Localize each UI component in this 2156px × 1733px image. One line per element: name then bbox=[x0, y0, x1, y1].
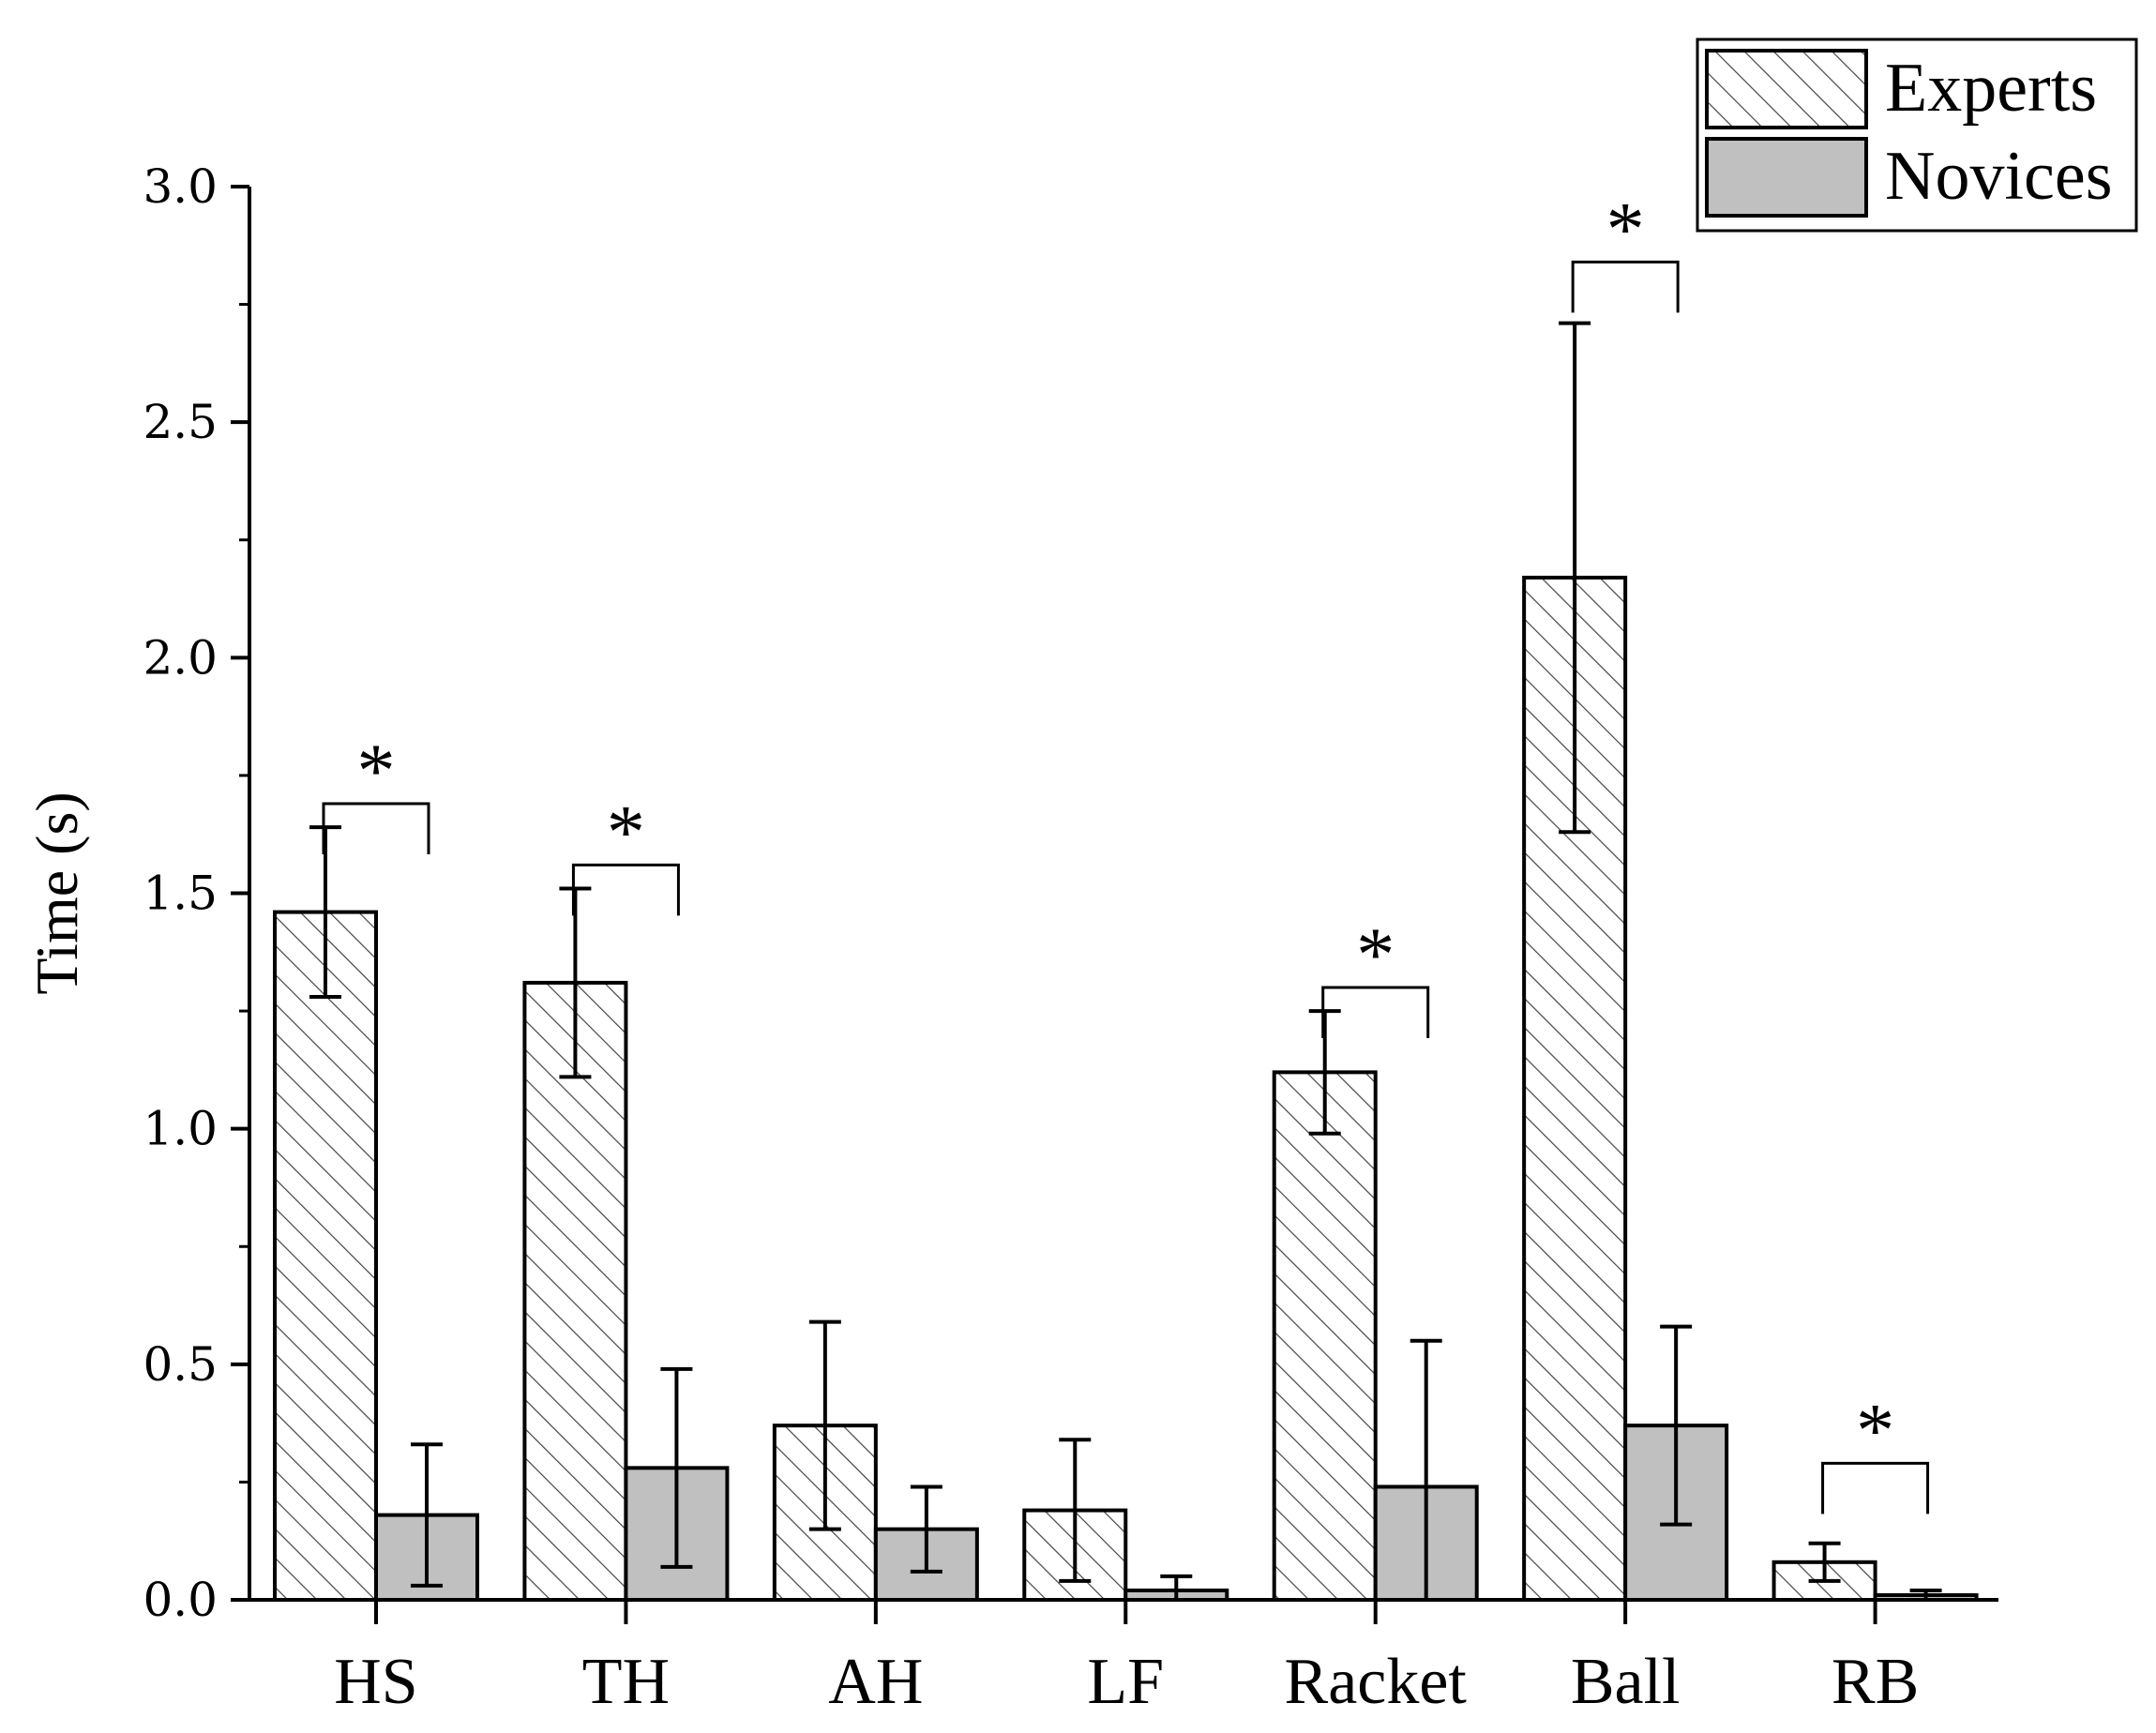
legend-label-experts: Experts bbox=[1885, 50, 2097, 127]
significance-bracket bbox=[322, 802, 430, 855]
legend-label-novices: Novices bbox=[1885, 138, 2113, 215]
y-tick-label: 2.5 bbox=[143, 395, 218, 449]
y-tick-label: 0.5 bbox=[143, 1337, 218, 1392]
y-axis-title: Time (s) bbox=[23, 791, 90, 994]
y-tick-label: 1.0 bbox=[143, 1102, 218, 1156]
x-tick-label: TH bbox=[582, 1646, 670, 1718]
plot-area: 0.0 0.5 1.0 1.5 2.0 2.5 3.0 Time (s) HS TH AH LF Rac… bbox=[23, 159, 1998, 1718]
x-tick-label: HS bbox=[334, 1646, 417, 1718]
legend-swatch-novices bbox=[1705, 137, 1868, 218]
significance-bracket bbox=[571, 863, 680, 916]
x-tick-label: Racket bbox=[1285, 1646, 1468, 1718]
legend-swatch-experts bbox=[1705, 49, 1868, 129]
significance-star: * bbox=[1856, 1387, 1894, 1472]
significance-star: * bbox=[1356, 912, 1395, 997]
x-tick-label: RB bbox=[1832, 1646, 1919, 1718]
significance-bracket bbox=[1321, 986, 1430, 1038]
y-tick-label: 3.0 bbox=[143, 159, 218, 214]
significance-bracket bbox=[1821, 1461, 1930, 1514]
legend: Experts Novices bbox=[1696, 38, 2138, 233]
significance-star: * bbox=[1606, 186, 1645, 271]
bar-experts-hs bbox=[273, 910, 378, 1602]
x-tick-label: Ball bbox=[1571, 1646, 1681, 1718]
y-tick-label: 2.0 bbox=[143, 630, 218, 685]
data-marks: * * * * * bbox=[273, 186, 1979, 1603]
bar-experts-th bbox=[522, 980, 628, 1602]
x-tick-label: LF bbox=[1087, 1646, 1164, 1718]
significance-bracket bbox=[1571, 260, 1680, 313]
y-tick-label: 1.5 bbox=[143, 866, 218, 921]
x-tick-label: AH bbox=[828, 1646, 923, 1718]
significance-star: * bbox=[357, 728, 396, 813]
bar-experts-racket bbox=[1272, 1070, 1378, 1603]
significance-star: * bbox=[607, 789, 645, 874]
y-tick-label: 0.0 bbox=[143, 1573, 218, 1627]
